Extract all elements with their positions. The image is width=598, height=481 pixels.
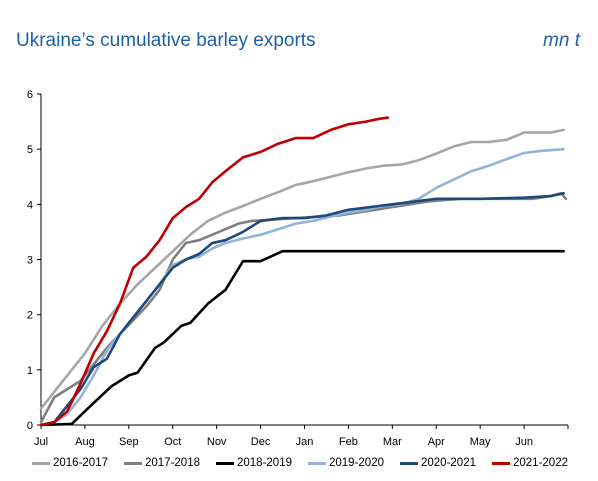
legend-label: 2021-2022 (513, 457, 568, 469)
x-tick-label: Sep (119, 436, 139, 448)
legend-item: 2020-2021 (400, 453, 476, 473)
x-tick-label: Dec (251, 436, 271, 448)
legend-label: 2018-2019 (237, 457, 292, 469)
y-tick-label: 0 (27, 420, 33, 432)
legend-label: 2016-2017 (53, 457, 108, 469)
legend-swatch (400, 461, 418, 465)
x-tick-label: Mar (383, 436, 402, 448)
x-tick-label: May (470, 436, 491, 448)
legend-swatch (308, 461, 326, 465)
y-tick-label: 1 (27, 365, 33, 377)
legend-item: 2018-2019 (216, 453, 292, 473)
x-tick-label: Jul (34, 436, 48, 448)
series-line-2016-2017 (39, 128, 565, 410)
plot-area (39, 116, 568, 427)
legend-item: 2019-2020 (308, 453, 384, 473)
x-tick-label: Feb (339, 436, 358, 448)
x-tick-label: Aug (75, 436, 95, 448)
legend-label: 2020-2021 (421, 457, 476, 469)
y-tick-label: 2 (27, 310, 33, 322)
series-line-2017-2018 (39, 192, 568, 424)
x-tick-label: Jan (296, 436, 314, 448)
legend-label: 2019-2020 (329, 457, 384, 469)
series-line-2019-2020 (39, 147, 565, 427)
y-tick-label: 4 (27, 199, 33, 211)
axes: 0 1 2 3 4 5 6 Jul Aug Sep Oct Nov Dec Jan Feb Mar Apr May… (27, 89, 569, 448)
legend-swatch (124, 461, 142, 465)
legend-item: 2021-2022 (492, 453, 568, 473)
x-tick-label: Apr (428, 436, 445, 448)
x-tick-label: Oct (164, 436, 181, 448)
legend-item: 2017-2018 (124, 453, 200, 473)
y-tick-label: 5 (27, 144, 33, 156)
legend-label: 2017-2018 (145, 457, 200, 469)
unit-label: mn t (543, 30, 580, 51)
chart-title: Ukraine’s cumulative barley exports (16, 30, 316, 51)
y-tick-label: 3 (27, 255, 33, 267)
series-line-2018-2019 (39, 249, 565, 427)
legend-item: 2016-2017 (32, 453, 108, 473)
series-line-2021-2022 (39, 116, 390, 427)
legend: 2016-2017 2017-2018 2018-2019 2019-2020 2020… (0, 453, 598, 473)
y-tick-label: 6 (27, 89, 33, 101)
legend-swatch (216, 461, 234, 465)
legend-swatch (492, 461, 510, 465)
series-line-2020-2021 (39, 192, 565, 427)
legend-swatch (32, 461, 50, 465)
x-tick-label: Jun (515, 436, 533, 448)
x-tick-label: Nov (207, 436, 227, 448)
